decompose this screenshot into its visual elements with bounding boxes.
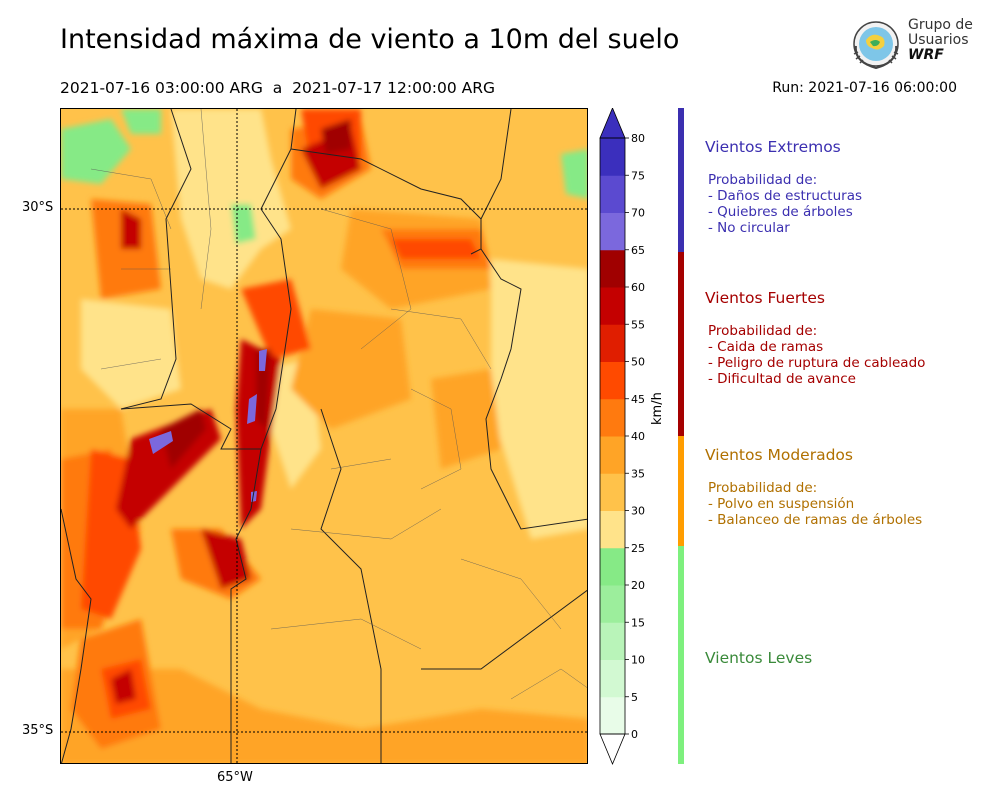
colorbar-swatch [600, 249, 625, 288]
category-line: Probabilidad de: [708, 480, 818, 496]
grupo-usuarios-wrf-logo: Grupo de Usuarios WRF [848, 16, 978, 76]
colorbar-tick-label: 60 [631, 281, 645, 294]
colorbar-tick-label: 40 [631, 430, 645, 443]
category-line: - Balanceo de ramas de árboles [708, 512, 923, 528]
logo-line-3: WRF [908, 47, 944, 63]
colorbar: 0 5 10 15 20 25 30 35 40 45 50 55 60 65 70 75 80 [598, 106, 658, 768]
category-title-leves: Vientos Leves [705, 649, 813, 667]
wind-field [61, 109, 587, 763]
colorbar-swatch [600, 622, 625, 660]
colorbar-swatch [600, 659, 625, 698]
colorbar-tick-label: 45 [631, 393, 645, 406]
category-line: Probabilidad de: [708, 172, 818, 188]
legend-bar-moderados [678, 436, 684, 546]
logo-line-2: Usuarios [908, 32, 969, 48]
legend-bar-leves [678, 546, 684, 764]
colorbar-tick-label: 10 [631, 654, 645, 667]
colorbar-tick-label: 70 [631, 207, 645, 220]
run-time: Run: 2021-07-16 06:00:00 [772, 80, 957, 96]
colorbar-unit: km/h [650, 392, 665, 425]
colorbar-swatch [600, 510, 625, 549]
category-line: - Caida de ramas [708, 339, 824, 355]
category-line: - Daños de estructuras [708, 188, 863, 204]
colorbar-tick-label: 5 [631, 691, 638, 704]
category-line: - Polvo en suspensión [708, 496, 855, 512]
lon-label-65w: 65°W [217, 770, 253, 785]
colorbar-swatch [600, 212, 625, 251]
colorbar-swatch [600, 175, 625, 213]
lat-label-30s: 30°S [22, 200, 54, 215]
colorbar-tick-label: 55 [631, 318, 645, 331]
colorbar-tick-label: 15 [631, 616, 645, 629]
category-title-moderados: Vientos Moderados [705, 446, 853, 464]
colorbar-tick-label: 25 [631, 542, 645, 555]
category-line: - Dificultad de avance [708, 371, 856, 387]
wind-map [60, 108, 588, 764]
colorbar-scale: 0 5 10 15 20 25 30 35 40 45 50 55 60 65 70 75 80 [599, 106, 645, 766]
colorbar-swatch [600, 585, 625, 623]
category-line: - Quiebres de árboles [708, 204, 853, 220]
colorbar-max-extension [599, 106, 626, 139]
category-line: Probabilidad de: [708, 323, 818, 339]
globe-icon [853, 21, 899, 70]
colorbar-swatch [600, 398, 625, 437]
category-line: - Peligro de ruptura de cableado [708, 355, 926, 371]
colorbar-swatch [600, 696, 625, 735]
legend-bar-fuertes [678, 252, 684, 436]
colorbar-swatch [600, 138, 625, 176]
wind-category-legend: Vientos Extremos Probabilidad de: - Daño… [676, 108, 976, 764]
colorbar-swatch [600, 473, 625, 511]
colorbar-swatch [600, 547, 625, 586]
colorbar-tick-label: 80 [631, 132, 645, 145]
category-title-fuertes: Vientos Fuertes [705, 289, 825, 307]
colorbar-tick-label: 65 [631, 244, 645, 257]
map-title: Intensidad máxima de viento a 10m del su… [60, 24, 680, 55]
colorbar-swatch [600, 324, 625, 362]
colorbar-tick-label: 30 [631, 505, 645, 518]
colorbar-swatch [600, 287, 625, 325]
colorbar-tick-label: 20 [631, 579, 645, 592]
colorbar-tick-label: 50 [631, 356, 645, 369]
colorbar-tick-label: 35 [631, 467, 645, 480]
category-line: - No circular [708, 220, 790, 236]
category-title-extremos: Vientos Extremos [705, 138, 841, 156]
colorbar-swatch [600, 436, 625, 474]
colorbar-min-extension [599, 733, 626, 766]
logo-line-1: Grupo de [908, 17, 973, 33]
forecast-period: 2021-07-16 03:00:00 ARG a 2021-07-17 12:… [60, 79, 496, 97]
colorbar-tick-label: 75 [631, 169, 645, 182]
lat-label-35s: 35°S [22, 723, 54, 738]
colorbar-tick-label: 0 [631, 728, 638, 741]
colorbar-swatch [600, 361, 625, 400]
legend-bar-extremos [678, 108, 684, 252]
